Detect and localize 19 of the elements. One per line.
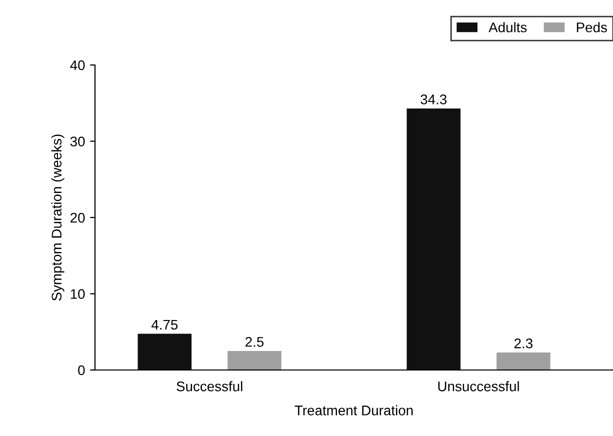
y-tick-label: 40 [70,60,85,70]
y-tick-label: 0 [78,365,85,376]
bar [228,350,282,370]
bar [496,352,550,370]
y-axis-title: Symptom Duration (weeks) [51,134,64,301]
bar [406,108,461,370]
legend-label: Adults [488,22,527,32]
data-label: 2.3 [514,338,532,348]
data-label: 34.3 [420,94,447,104]
x-tick-label: Successful [176,381,242,392]
y-tick-label: 10 [70,289,85,299]
x-axis-title: Treatment Duration [294,405,413,416]
data-label: 4.75 [151,320,178,330]
data-label: 2.5 [246,336,264,347]
x-tick-label: Unsuccessful [438,381,519,392]
y-tick-label: 20 [70,212,85,223]
y-tick-label: 30 [70,136,85,146]
bar [138,334,192,370]
legend-label: Peds [576,22,607,32]
